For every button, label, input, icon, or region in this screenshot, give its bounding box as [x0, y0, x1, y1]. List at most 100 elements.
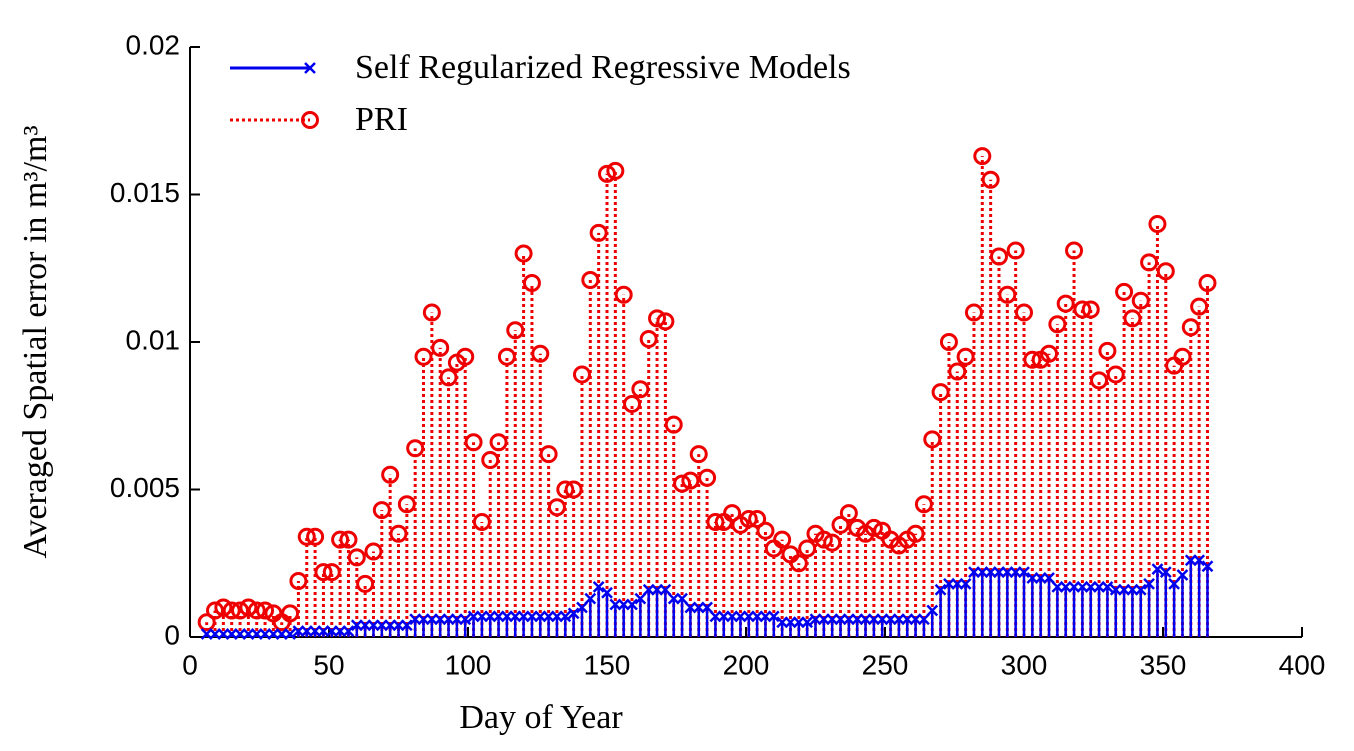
- marker: [297, 527, 316, 546]
- legend-label: Self Regularized Regressive Models: [355, 49, 851, 86]
- marker: [1151, 563, 1164, 576]
- legend-label: PRI: [355, 101, 408, 138]
- marker: [514, 244, 533, 263]
- x-tick-label: 300: [1001, 649, 1048, 680]
- marker: [798, 539, 817, 558]
- series: [200, 554, 1214, 640]
- marker: [456, 347, 475, 366]
- marker: [701, 601, 713, 614]
- legend-marker: [304, 62, 316, 74]
- marker: [1098, 341, 1117, 360]
- y-tick-label: 0: [164, 619, 180, 650]
- marker: [497, 347, 516, 366]
- x-axis-label: Day of Year: [459, 699, 623, 736]
- y-tick-label: 0.01: [126, 324, 181, 355]
- marker: [601, 586, 613, 599]
- marker: [1073, 300, 1092, 319]
- marker: [973, 147, 992, 166]
- marker: [256, 601, 275, 620]
- marker: [864, 518, 883, 537]
- y-tick-label: 0.015: [110, 177, 180, 208]
- legend-entry: PRI: [230, 101, 408, 138]
- marker: [934, 583, 947, 596]
- marker: [584, 592, 597, 605]
- marker: [926, 604, 939, 617]
- marker: [739, 510, 758, 528]
- marker: [1081, 300, 1100, 319]
- marker: [592, 580, 605, 593]
- marker: [673, 474, 692, 493]
- marker: [1043, 572, 1055, 584]
- marker: [339, 530, 358, 549]
- y-axis-label: Averaged Spatial error in m³/m³: [17, 125, 54, 558]
- marker: [239, 598, 258, 617]
- marker: [522, 274, 541, 292]
- marker: [314, 563, 333, 582]
- marker: [284, 628, 296, 640]
- marker: [431, 338, 450, 357]
- marker: [956, 347, 975, 366]
- x-tick-label: 400: [1279, 649, 1326, 680]
- marker: [1143, 578, 1155, 590]
- y-tick-label: 0.005: [110, 472, 180, 503]
- marker: [572, 365, 591, 384]
- marker: [567, 607, 580, 620]
- marker: [748, 510, 767, 528]
- marker: [1159, 566, 1172, 578]
- marker: [981, 170, 1000, 189]
- marker: [539, 445, 558, 464]
- marker: [576, 601, 588, 614]
- marker: [322, 563, 341, 582]
- marker: [723, 504, 742, 523]
- marker: [1134, 583, 1147, 596]
- marker: [464, 433, 483, 452]
- y-tick-label: 0.02: [126, 29, 181, 60]
- marker: [1181, 318, 1200, 337]
- legend-marker: [301, 111, 319, 129]
- marker: [1198, 274, 1217, 292]
- marker: [698, 468, 717, 487]
- marker: [400, 619, 413, 632]
- x-tick-label: 350: [1140, 649, 1187, 680]
- marker: [773, 530, 792, 549]
- marker: [1090, 371, 1109, 390]
- marker: [356, 574, 375, 593]
- marker: [756, 521, 775, 540]
- marker: [614, 285, 633, 304]
- marker: [801, 616, 814, 629]
- marker: [564, 480, 583, 499]
- marker: [656, 312, 675, 331]
- marker: [1065, 241, 1084, 260]
- marker: [1201, 560, 1214, 573]
- marker: [931, 383, 950, 402]
- marker: [547, 498, 566, 517]
- marker: [814, 530, 833, 549]
- marker: [1173, 347, 1192, 366]
- marker: [923, 430, 942, 449]
- x-tick-label: 0: [182, 649, 198, 680]
- marker: [839, 504, 858, 523]
- marker: [531, 344, 550, 363]
- marker: [306, 527, 325, 546]
- marker: [664, 415, 683, 434]
- marker: [1148, 215, 1167, 233]
- marker: [831, 515, 850, 534]
- marker: [1106, 365, 1125, 384]
- x-tick-label: 50: [313, 649, 344, 680]
- marker: [648, 309, 667, 328]
- marker: [676, 592, 688, 605]
- marker: [281, 604, 300, 623]
- marker: [1115, 282, 1134, 301]
- marker: [823, 533, 842, 552]
- marker: [939, 333, 958, 351]
- marker: [559, 610, 572, 623]
- marker: [767, 610, 780, 623]
- legend-entry: Self Regularized Regressive Models: [230, 49, 851, 86]
- series: [197, 147, 1217, 637]
- marker: [342, 625, 355, 637]
- marker: [918, 613, 930, 626]
- marker: [414, 347, 433, 366]
- marker: [347, 548, 366, 567]
- marker: [1018, 566, 1030, 578]
